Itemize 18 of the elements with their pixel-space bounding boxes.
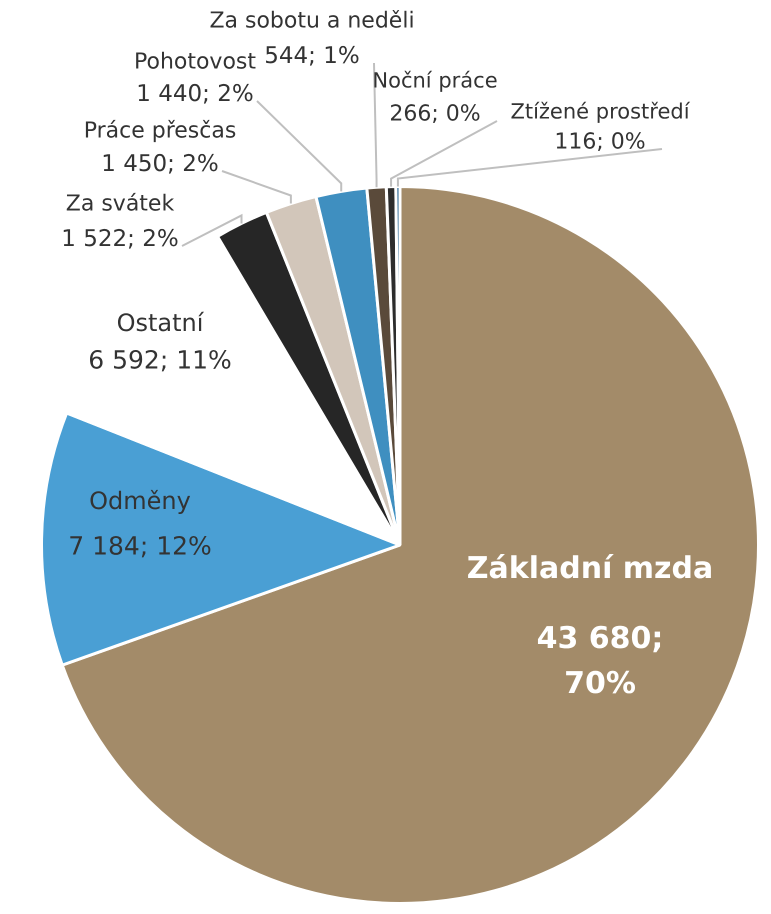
slice-label: Práce přesčas [84,118,236,144]
data-label: 1 440; 2% [136,80,254,107]
data-label: 1 522; 2% [61,226,179,252]
slice-label: Za sobotu a neděli [209,8,415,34]
data-label: 6 592; 11% [88,346,232,374]
slice-label: Odměny [89,487,191,516]
data-label: 266; 0% [389,102,481,127]
slice-label: Za svátek [66,192,174,217]
slice-label: Základní mzda [466,550,714,586]
data-label: 7 184; 12% [68,532,212,560]
slice-label: Noční práce [372,68,498,92]
slice-label: Pohotovost [134,50,256,75]
data-label: 116; 0% [554,130,646,155]
slice-label: Ztížené prostředí [510,99,691,124]
data-label: 1 450; 2% [101,150,219,177]
slice-label: Ostatní [116,309,205,338]
data-label: 544; 1% [264,42,360,69]
data-label: 43 680; 70% [536,620,664,701]
